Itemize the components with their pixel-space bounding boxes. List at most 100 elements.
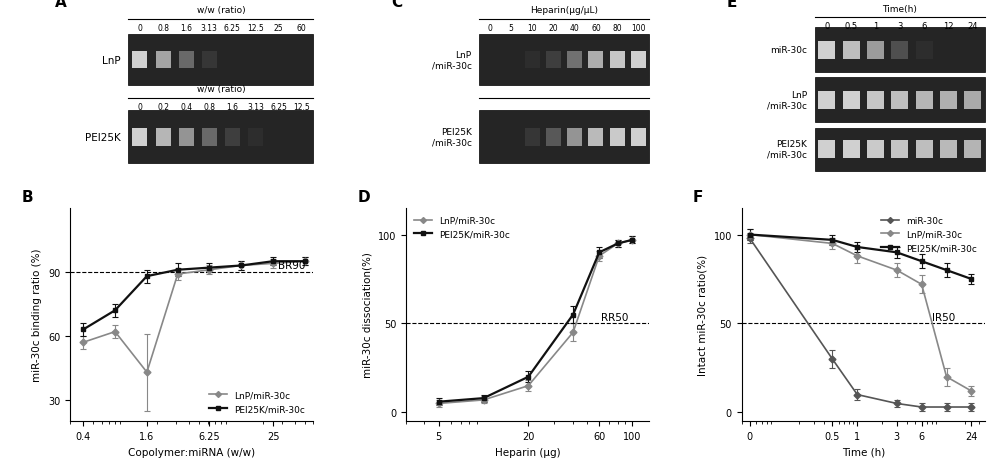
- Bar: [818, 42, 835, 60]
- Text: 0: 0: [138, 102, 142, 112]
- Bar: [248, 128, 263, 146]
- Text: RR50: RR50: [601, 312, 629, 322]
- Bar: [631, 51, 646, 69]
- Bar: [525, 128, 540, 146]
- Text: PEI25K: PEI25K: [85, 132, 121, 142]
- Bar: [916, 42, 933, 60]
- Text: 0.2: 0.2: [157, 102, 169, 112]
- Bar: [588, 51, 603, 69]
- Text: PEI25K
/miR-30c: PEI25K /miR-30c: [767, 140, 807, 159]
- Text: 1.6: 1.6: [226, 102, 238, 112]
- Bar: [964, 141, 981, 159]
- Text: 100: 100: [631, 24, 646, 33]
- Bar: [525, 51, 540, 69]
- Bar: [631, 128, 646, 146]
- Text: 12: 12: [943, 22, 954, 31]
- Bar: [179, 51, 194, 69]
- X-axis label: Copolymer:miRNA (w/w): Copolymer:miRNA (w/w): [128, 446, 255, 457]
- Text: 6.25: 6.25: [224, 24, 241, 33]
- Text: 20: 20: [549, 24, 558, 33]
- Bar: [156, 51, 171, 69]
- Legend: LnP/miR-30c, PEI25K/miR-30c: LnP/miR-30c, PEI25K/miR-30c: [410, 213, 514, 243]
- Bar: [132, 128, 147, 146]
- Legend: LnP/miR-30c, PEI25K/miR-30c: LnP/miR-30c, PEI25K/miR-30c: [205, 387, 309, 417]
- Text: B: B: [21, 189, 33, 204]
- Text: miR-30c: miR-30c: [770, 46, 807, 55]
- Bar: [546, 51, 561, 69]
- Bar: [479, 111, 649, 164]
- Text: 60: 60: [297, 24, 307, 33]
- Bar: [567, 51, 582, 69]
- Bar: [202, 128, 217, 146]
- Text: LnP
/miR-30c: LnP /miR-30c: [432, 51, 472, 70]
- Text: BR90: BR90: [278, 260, 306, 270]
- Bar: [843, 141, 860, 159]
- Bar: [916, 92, 933, 110]
- Bar: [156, 128, 171, 146]
- Text: PEI25K
/miR-30c: PEI25K /miR-30c: [432, 128, 472, 147]
- Text: w/w (ratio): w/w (ratio): [197, 6, 245, 15]
- Bar: [867, 92, 884, 110]
- Bar: [128, 35, 313, 86]
- Text: D: D: [357, 189, 370, 204]
- Bar: [940, 92, 957, 110]
- Text: w/w (ratio): w/w (ratio): [197, 85, 245, 94]
- Bar: [588, 128, 603, 146]
- Text: 6.25: 6.25: [270, 102, 287, 112]
- Bar: [179, 128, 194, 146]
- Bar: [202, 51, 217, 69]
- Bar: [843, 92, 860, 110]
- Bar: [132, 51, 147, 69]
- Bar: [818, 92, 835, 110]
- Bar: [891, 141, 908, 159]
- Bar: [567, 128, 582, 146]
- Bar: [818, 141, 835, 159]
- Text: 3.13: 3.13: [201, 24, 218, 33]
- Bar: [546, 128, 561, 146]
- Text: 0.5: 0.5: [845, 22, 858, 31]
- Text: 40: 40: [570, 24, 580, 33]
- Text: 0: 0: [824, 22, 829, 31]
- Text: LnP: LnP: [102, 56, 121, 65]
- Bar: [815, 28, 985, 73]
- Bar: [815, 78, 985, 123]
- Text: 80: 80: [612, 24, 622, 33]
- Bar: [867, 141, 884, 159]
- Text: 0: 0: [487, 24, 492, 33]
- Text: E: E: [727, 0, 737, 10]
- Text: IR50: IR50: [932, 312, 955, 322]
- Text: 3: 3: [897, 22, 903, 31]
- Text: 60: 60: [591, 24, 601, 33]
- Text: 6: 6: [921, 22, 927, 31]
- Bar: [867, 42, 884, 60]
- Text: A: A: [55, 0, 67, 10]
- Bar: [940, 141, 957, 159]
- Y-axis label: miR-30c binding ratio (%): miR-30c binding ratio (%): [32, 248, 42, 382]
- Text: Time(h): Time(h): [882, 5, 917, 14]
- Text: F: F: [693, 189, 703, 204]
- Bar: [479, 35, 649, 86]
- Bar: [891, 92, 908, 110]
- Bar: [610, 128, 625, 146]
- Text: 10: 10: [527, 24, 537, 33]
- X-axis label: Time (h): Time (h): [842, 446, 885, 457]
- Bar: [916, 141, 933, 159]
- Bar: [128, 111, 313, 164]
- Text: 0.8: 0.8: [157, 24, 169, 33]
- Text: 25: 25: [274, 24, 283, 33]
- Bar: [610, 51, 625, 69]
- Legend: miR-30c, LnP/miR-30c, PEI25K/miR-30c: miR-30c, LnP/miR-30c, PEI25K/miR-30c: [877, 213, 980, 256]
- Bar: [815, 128, 985, 171]
- Bar: [843, 42, 860, 60]
- Text: C: C: [391, 0, 402, 10]
- Text: 0.4: 0.4: [180, 102, 192, 112]
- Bar: [964, 92, 981, 110]
- Text: Heparin(μg/μL): Heparin(μg/μL): [530, 6, 598, 15]
- Y-axis label: Intact miR-30c ratio(%): Intact miR-30c ratio(%): [698, 255, 708, 375]
- Bar: [225, 128, 240, 146]
- Text: 5: 5: [508, 24, 513, 33]
- Y-axis label: miR-30c dissociation(%): miR-30c dissociation(%): [362, 252, 372, 378]
- Text: 1: 1: [873, 22, 878, 31]
- Text: 0: 0: [138, 24, 142, 33]
- Text: 12.5: 12.5: [247, 24, 264, 33]
